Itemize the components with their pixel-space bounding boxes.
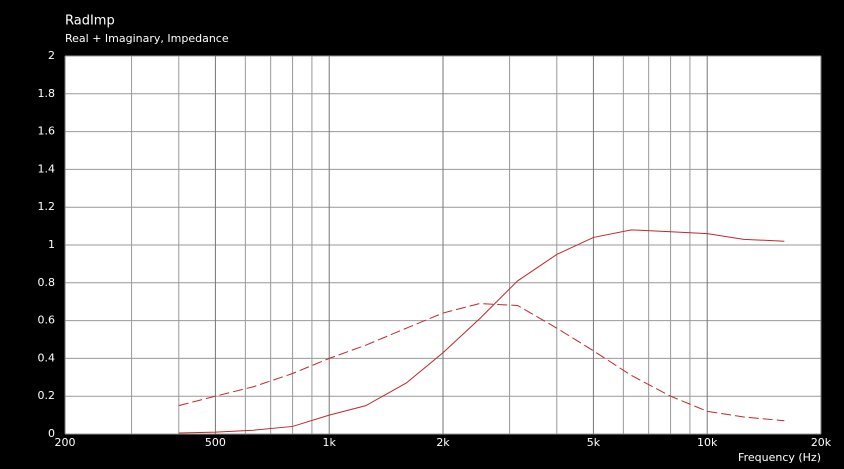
y-tick-label: 0.8: [38, 276, 56, 289]
y-tick-label: 0.2: [38, 389, 56, 402]
x-tick-label: 20k: [811, 436, 832, 449]
chart-title: RadImp: [65, 14, 115, 29]
series-line: [178, 229, 785, 434]
x-tick-label: 10k: [697, 436, 718, 449]
x-tick-label: 2k: [436, 436, 450, 449]
y-tick-label: 1.6: [38, 125, 56, 138]
y-tick-label: 1: [48, 238, 55, 251]
x-tick-label: 500: [205, 436, 226, 449]
x-tick-label: 1k: [323, 436, 337, 449]
x-axis-label: Frequency (Hz): [738, 451, 821, 464]
series-line: [178, 303, 785, 422]
y-tick-label: 0.6: [38, 314, 56, 327]
x-tick-label: 200: [55, 436, 76, 449]
y-tick-label: 1.8: [38, 87, 56, 100]
y-tick-label: 2: [48, 49, 55, 62]
x-tick-label: 5k: [587, 436, 601, 449]
y-tick-label: 0.4: [38, 351, 56, 364]
y-tick-label: 1.2: [38, 200, 56, 213]
y-tick-label: 1.4: [38, 162, 56, 175]
chart-subtitle: Real + Imaginary, Impedance: [65, 32, 229, 45]
y-tick-label: 0: [48, 427, 55, 440]
